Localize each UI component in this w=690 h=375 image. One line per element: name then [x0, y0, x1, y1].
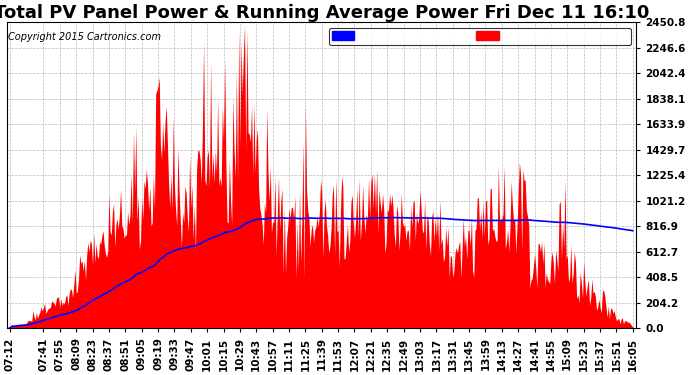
Title: Total PV Panel Power & Running Average Power Fri Dec 11 16:10: Total PV Panel Power & Running Average P… — [0, 4, 649, 22]
Legend: Average (DC Watts), PV Panels (DC Watts): Average (DC Watts), PV Panels (DC Watts) — [328, 28, 631, 45]
Text: Copyright 2015 Cartronics.com: Copyright 2015 Cartronics.com — [8, 32, 161, 42]
